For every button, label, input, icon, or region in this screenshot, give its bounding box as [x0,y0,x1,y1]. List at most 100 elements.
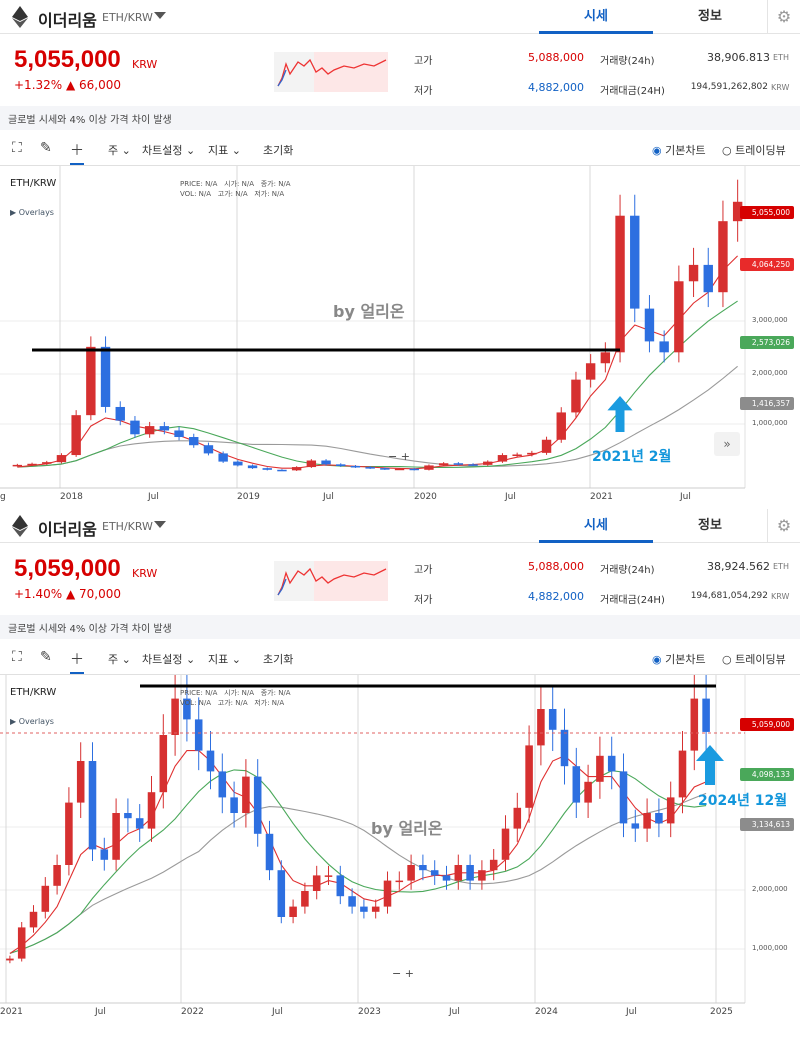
candle[interactable] [718,221,728,293]
candle[interactable] [513,807,522,829]
candle[interactable] [585,363,596,380]
candle[interactable] [53,865,61,886]
candle[interactable] [321,460,331,465]
zoom-controls[interactable]: − + [392,967,414,980]
candle[interactable] [27,463,37,466]
overlays-toggle[interactable]: ▶ Overlays [10,717,54,726]
candle[interactable] [360,906,368,912]
candle[interactable] [371,906,380,912]
candle[interactable] [666,797,675,824]
candle[interactable] [29,911,38,928]
candle[interactable] [453,463,464,465]
candle[interactable] [497,455,508,462]
candle[interactable] [419,865,427,871]
candle[interactable] [615,215,625,353]
candle[interactable] [703,264,713,293]
period-select[interactable]: 주 ⌄ [108,144,131,157]
basic-chart-radio[interactable]: ◉ 기본차트 [652,653,706,666]
candle[interactable] [242,776,250,813]
pencil-icon[interactable]: ✎ [40,140,52,156]
tab-market[interactable]: 시세 [539,0,653,34]
fullscreen-icon[interactable]: ⛶ [12,649,22,665]
candle[interactable] [71,415,81,456]
candle[interactable] [690,698,699,751]
reset-button[interactable]: 초기화 [263,653,294,666]
candle[interactable] [478,870,486,881]
reset-button[interactable]: 초기화 [263,144,294,157]
candle[interactable] [88,761,97,850]
candle[interactable] [6,958,14,961]
candle[interactable] [171,698,179,735]
tab-info[interactable]: 정보 [698,518,722,533]
candle[interactable] [501,828,510,860]
zoom-controls[interactable]: − + [388,450,410,463]
trading-view-radio[interactable]: ○ 트레이딩뷰 [722,144,786,157]
expand-button[interactable]: » [714,432,740,456]
candle[interactable] [571,379,581,413]
candle[interactable] [365,467,375,469]
candle[interactable] [394,468,405,471]
candle[interactable] [218,771,227,798]
candle[interactable] [174,430,184,438]
fullscreen-icon[interactable]: ⛶ [12,140,22,156]
indicator-select[interactable]: 지표 ⌄ [208,653,241,666]
gear-icon[interactable]: ⚙ [767,509,800,543]
candle[interactable] [489,859,498,871]
candle[interactable] [289,906,297,917]
candle[interactable] [644,308,655,342]
candle[interactable] [312,875,321,891]
price-chart[interactable]: ETH/KRW ▶ Overlays PRICE: N/A 시가: N/A 종가… [0,675,800,1037]
candle[interactable] [115,406,125,421]
tab-market[interactable]: 시세 [539,509,653,543]
candle[interactable] [159,426,170,431]
candle[interactable] [548,709,557,730]
candle[interactable] [442,875,451,881]
candlestick-plot[interactable] [0,675,800,1037]
candle[interactable] [438,463,449,466]
candle[interactable] [454,865,463,881]
candle[interactable] [395,880,404,883]
candle[interactable] [572,766,581,803]
candle[interactable] [336,875,345,897]
candle[interactable] [468,464,478,466]
candle[interactable] [336,464,346,466]
candle[interactable] [596,755,604,782]
candle[interactable] [247,465,258,469]
candle[interactable] [159,735,168,793]
candle[interactable] [560,729,569,767]
candle[interactable] [674,281,684,353]
candle[interactable] [348,896,356,907]
candle[interactable] [112,813,120,860]
candle[interactable] [607,755,616,772]
indicator-select[interactable]: 지표 ⌄ [208,144,241,157]
chart-settings-select[interactable]: 차트설정 ⌄ [142,144,196,157]
candle[interactable] [541,439,552,453]
candle[interactable] [430,870,439,876]
candle[interactable] [537,709,545,746]
crosshair-icon[interactable]: ＋ [70,140,84,165]
candle[interactable] [655,813,663,824]
candle[interactable] [12,464,23,467]
candle[interactable] [218,453,228,462]
candle[interactable] [732,201,743,222]
candle[interactable] [253,776,262,834]
candle[interactable] [556,412,566,440]
coin-name[interactable]: 이더리움 [38,520,97,539]
candle[interactable] [42,462,52,464]
candle[interactable] [233,461,243,466]
candle[interactable] [306,460,317,468]
pencil-icon[interactable]: ✎ [40,649,52,665]
candle[interactable] [277,469,287,472]
candle[interactable] [135,818,144,829]
candle[interactable] [86,346,96,416]
candle[interactable] [130,420,140,435]
candle[interactable] [619,771,628,824]
candle[interactable] [194,719,203,751]
candle[interactable] [630,215,640,309]
candle[interactable] [659,341,669,353]
candle[interactable] [525,745,533,808]
chevron-down-icon[interactable] [154,12,166,19]
candle[interactable] [100,346,111,407]
candle[interactable] [206,750,215,772]
candle[interactable] [324,875,333,877]
